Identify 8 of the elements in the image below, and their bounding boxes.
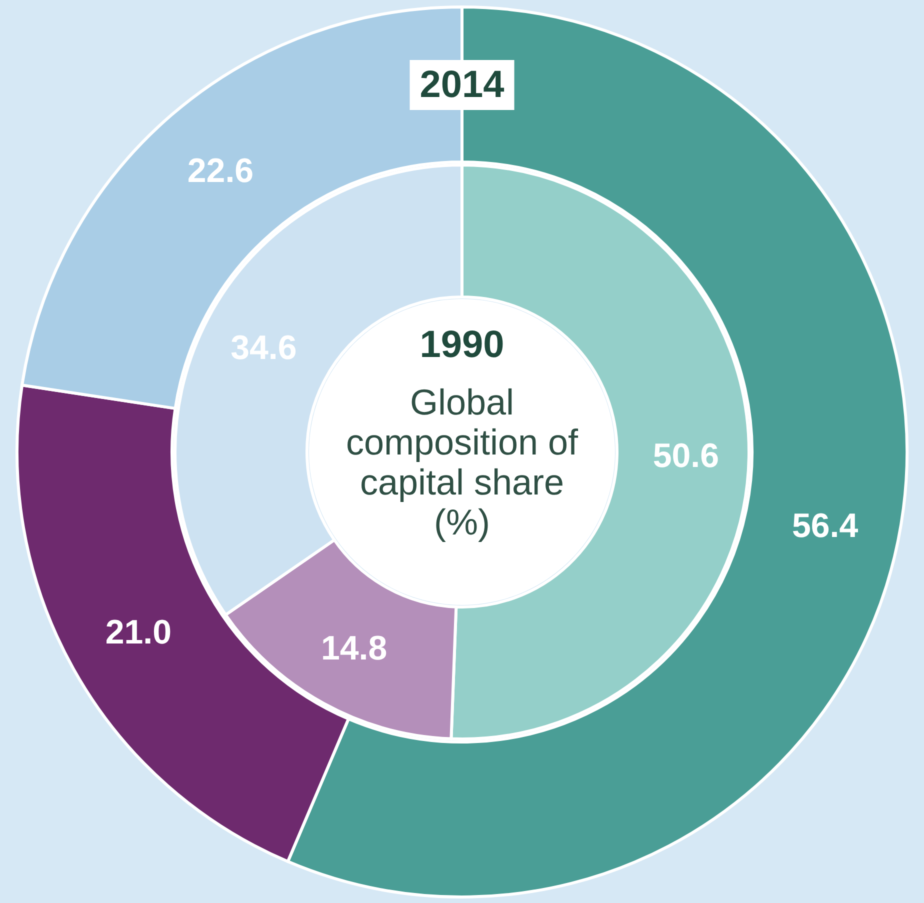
- data-label: 50.6: [652, 437, 720, 476]
- data-label: 56.4: [792, 506, 858, 545]
- data-label: 21.0: [105, 614, 172, 652]
- text: Global composition of capital share (%): [346, 382, 580, 542]
- slice-label: 2014: [420, 64, 504, 106]
- slice-label: 1990: [420, 324, 504, 366]
- data-label: 22.6: [187, 152, 254, 190]
- data-label: 14.8: [320, 629, 388, 668]
